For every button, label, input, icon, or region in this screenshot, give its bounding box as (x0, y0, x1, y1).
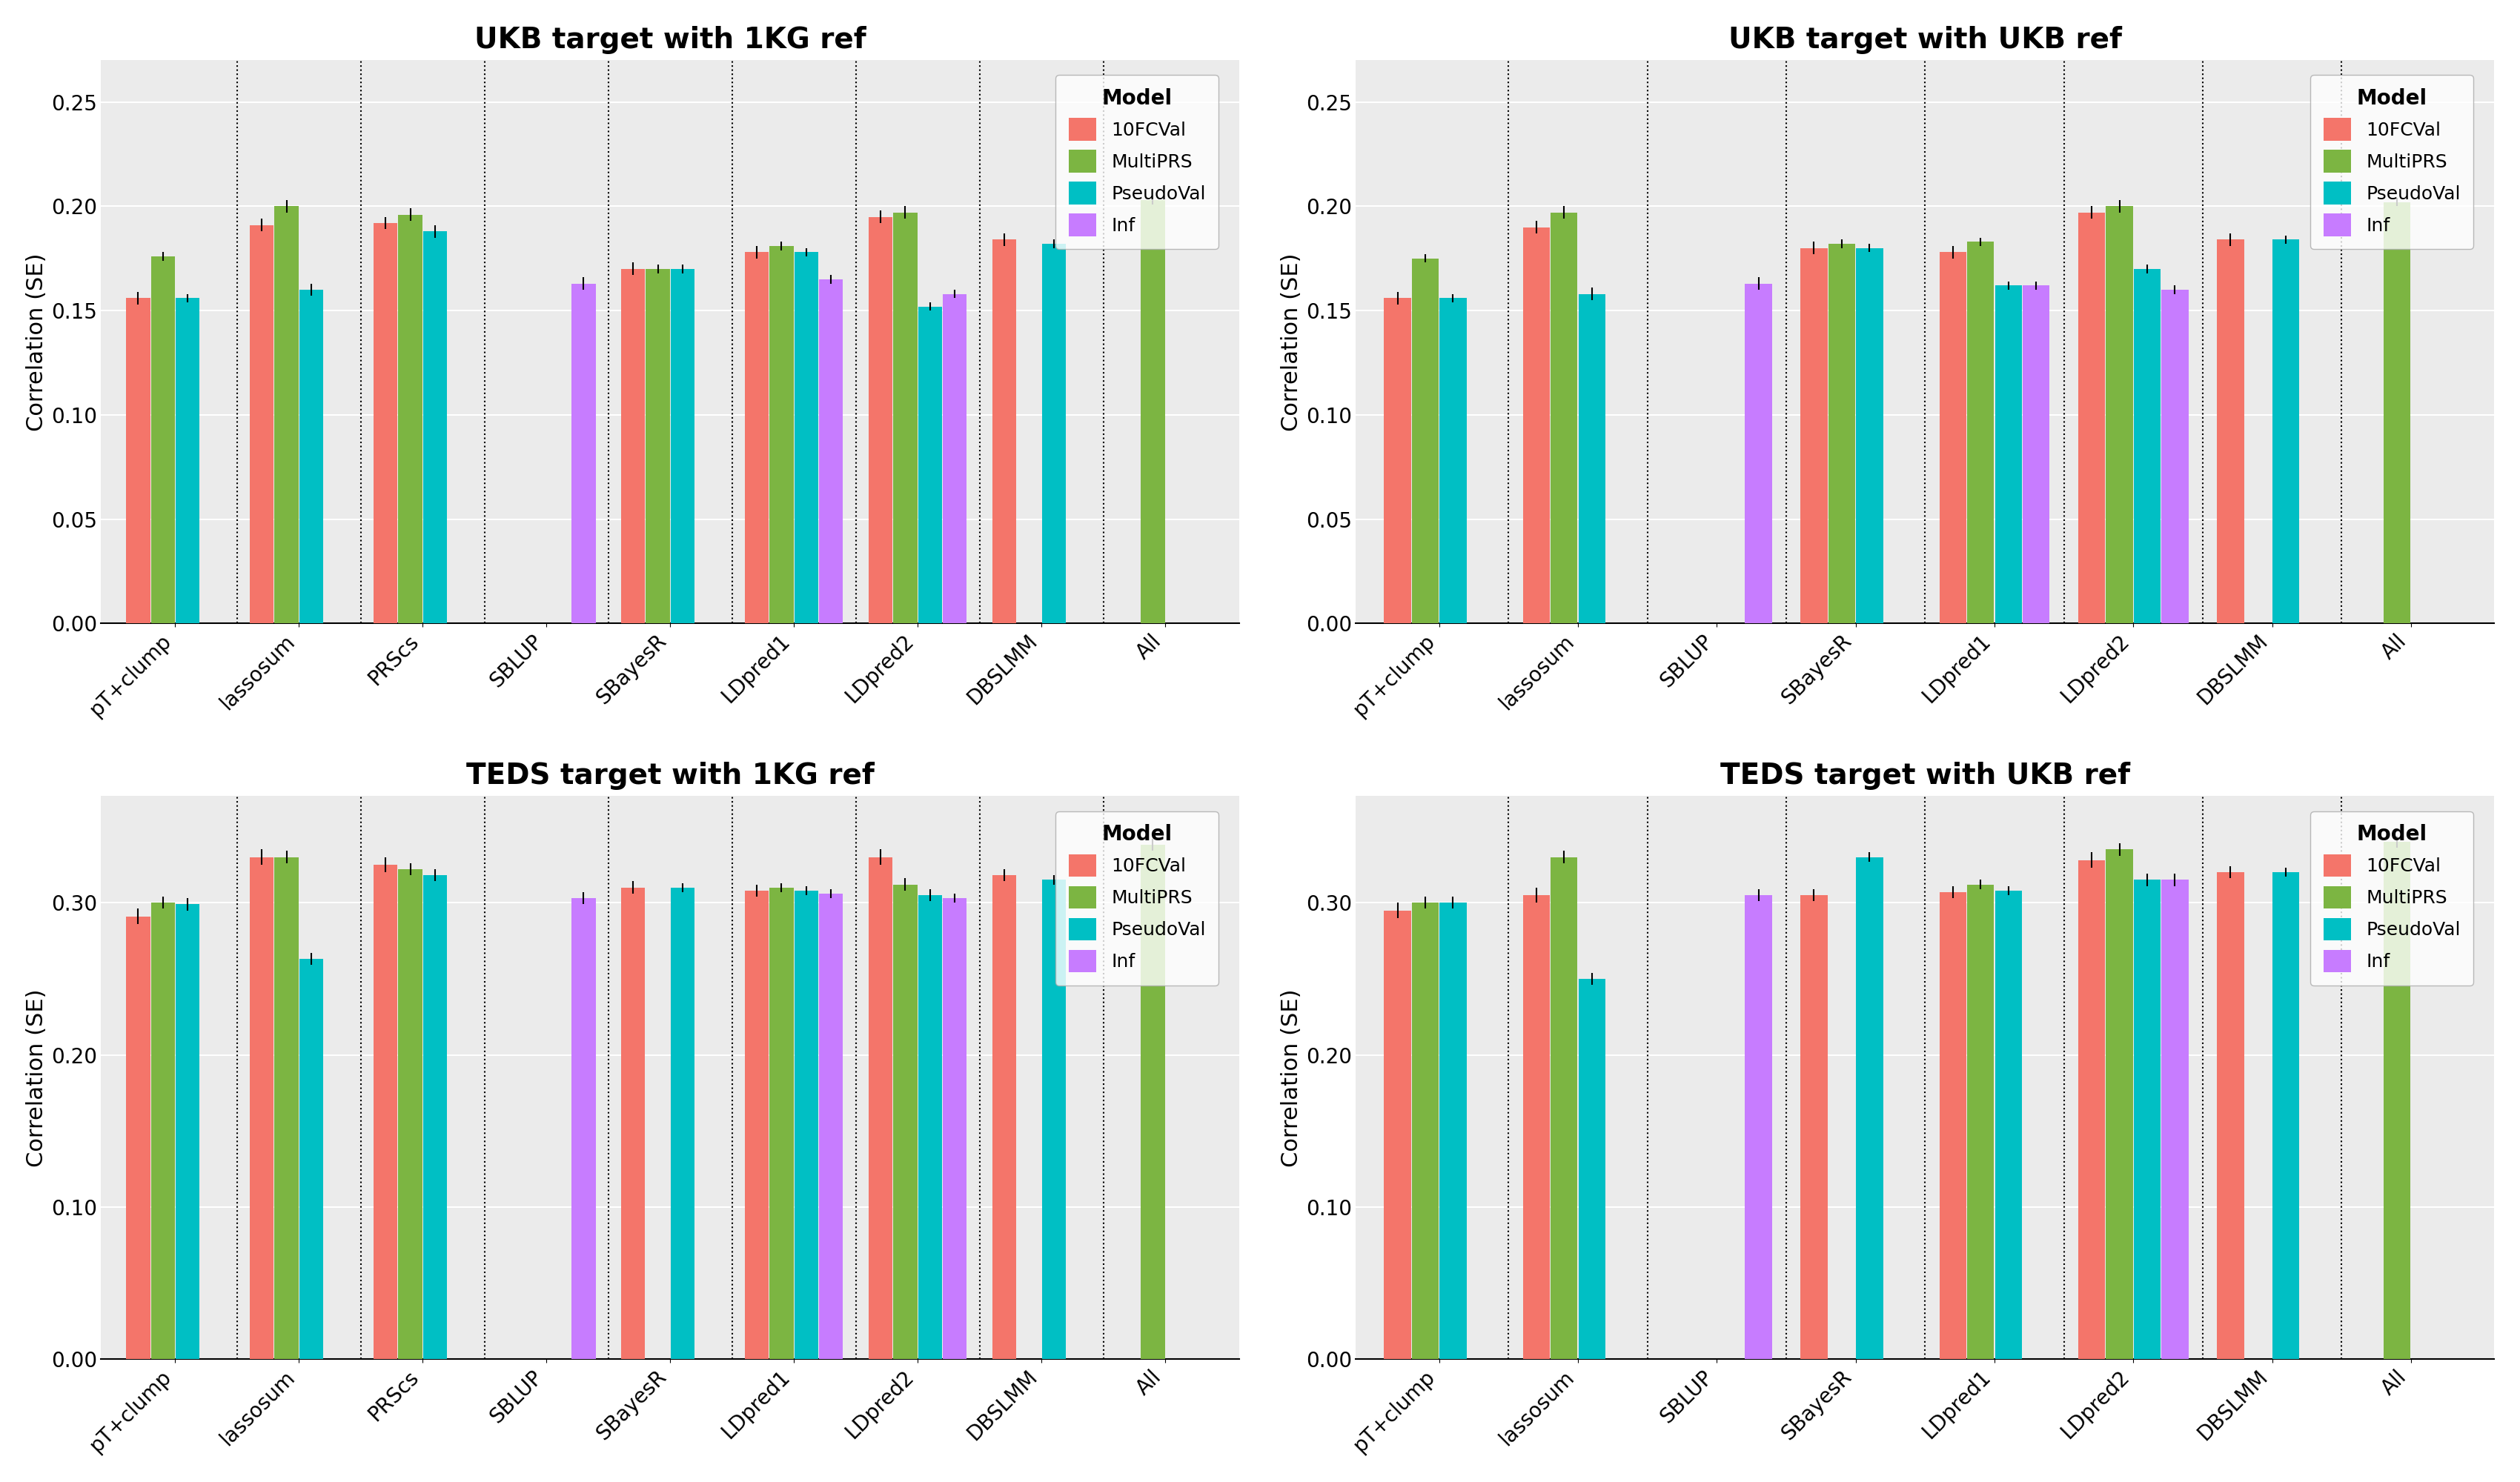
Bar (942, 293, 968, 624)
Bar (1383, 910, 1411, 1359)
Bar (398, 215, 423, 624)
Bar (2218, 240, 2243, 624)
Bar (2024, 286, 2049, 624)
Y-axis label: Correlation (SE): Correlation (SE) (1280, 988, 1303, 1166)
Legend: 10FCVal, MultiPRS, PseudoVal, Inf: 10FCVal, MultiPRS, PseudoVal, Inf (1056, 76, 1220, 249)
Bar (1578, 978, 1605, 1359)
Bar (993, 240, 1016, 624)
Bar (2107, 206, 2132, 624)
Bar (1411, 258, 1439, 624)
Bar (1411, 903, 1439, 1359)
Bar (275, 857, 297, 1359)
Bar (1578, 293, 1605, 624)
Bar (917, 307, 942, 624)
Bar (249, 857, 275, 1359)
Bar (373, 864, 398, 1359)
Bar (275, 206, 297, 624)
Title: UKB target with 1KG ref: UKB target with 1KG ref (474, 25, 867, 53)
Bar (2384, 202, 2412, 624)
Bar (126, 298, 151, 624)
Bar (2162, 290, 2187, 624)
Bar (1142, 845, 1164, 1359)
Bar (1744, 895, 1772, 1359)
Bar (1383, 298, 1411, 624)
Bar (1550, 212, 1578, 624)
Bar (176, 298, 199, 624)
Bar (1522, 227, 1550, 624)
Bar (249, 225, 275, 624)
Legend: 10FCVal, MultiPRS, PseudoVal, Inf: 10FCVal, MultiPRS, PseudoVal, Inf (2311, 76, 2475, 249)
Bar (176, 904, 199, 1359)
Bar (1041, 245, 1066, 624)
Bar (2273, 873, 2298, 1359)
Bar (1968, 885, 1993, 1359)
Bar (2134, 880, 2160, 1359)
Bar (2218, 873, 2243, 1359)
Bar (1968, 242, 1993, 624)
Title: TEDS target with 1KG ref: TEDS target with 1KG ref (466, 762, 874, 790)
Bar (423, 231, 446, 624)
Bar (300, 290, 323, 624)
Bar (993, 876, 1016, 1359)
Bar (398, 870, 423, 1359)
Title: UKB target with UKB ref: UKB target with UKB ref (1729, 25, 2122, 53)
Bar (746, 891, 769, 1359)
Bar (423, 876, 446, 1359)
Bar (1142, 200, 1164, 624)
Bar (1996, 286, 2021, 624)
Legend: 10FCVal, MultiPRS, PseudoVal, Inf: 10FCVal, MultiPRS, PseudoVal, Inf (1056, 811, 1220, 986)
Bar (670, 888, 696, 1359)
Bar (572, 898, 595, 1359)
Bar (2162, 880, 2187, 1359)
Bar (2079, 212, 2104, 624)
Bar (892, 885, 917, 1359)
Bar (620, 268, 645, 624)
Y-axis label: Correlation (SE): Correlation (SE) (1280, 253, 1303, 431)
Bar (2107, 849, 2132, 1359)
Bar (1439, 903, 1467, 1359)
Bar (670, 268, 696, 624)
Bar (373, 222, 398, 624)
Bar (300, 959, 323, 1359)
Bar (869, 857, 892, 1359)
Bar (2134, 268, 2160, 624)
Bar (794, 891, 819, 1359)
Bar (151, 903, 174, 1359)
Bar (892, 212, 917, 624)
Bar (942, 898, 968, 1359)
Bar (1996, 891, 2021, 1359)
Bar (1799, 895, 1827, 1359)
Bar (2079, 860, 2104, 1359)
Bar (1830, 245, 1855, 624)
Bar (2273, 240, 2298, 624)
Bar (1744, 283, 1772, 624)
Bar (769, 246, 794, 624)
Bar (2384, 842, 2412, 1359)
Bar (819, 279, 844, 624)
Bar (1522, 895, 1550, 1359)
Y-axis label: Correlation (SE): Correlation (SE) (25, 253, 48, 431)
Bar (126, 916, 151, 1359)
Bar (746, 252, 769, 624)
Bar (151, 256, 174, 624)
Bar (1799, 247, 1827, 624)
Bar (1940, 252, 1966, 624)
Bar (869, 216, 892, 624)
Bar (1940, 892, 1966, 1359)
Bar (645, 268, 670, 624)
Bar (572, 283, 595, 624)
Bar (1550, 857, 1578, 1359)
Bar (620, 888, 645, 1359)
Title: TEDS target with UKB ref: TEDS target with UKB ref (1721, 762, 2129, 790)
Bar (769, 888, 794, 1359)
Legend: 10FCVal, MultiPRS, PseudoVal, Inf: 10FCVal, MultiPRS, PseudoVal, Inf (2311, 811, 2475, 986)
Bar (794, 252, 819, 624)
Bar (1857, 857, 1882, 1359)
Bar (1439, 298, 1467, 624)
Bar (1857, 247, 1882, 624)
Bar (1041, 880, 1066, 1359)
Bar (819, 894, 844, 1359)
Y-axis label: Correlation (SE): Correlation (SE) (25, 988, 48, 1166)
Bar (917, 895, 942, 1359)
